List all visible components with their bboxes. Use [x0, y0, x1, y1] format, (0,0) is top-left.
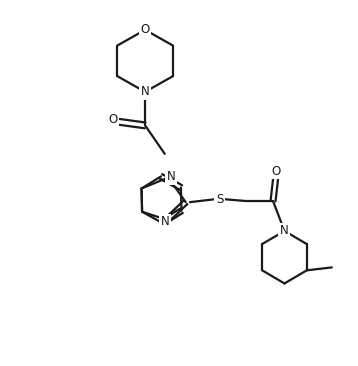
Text: N: N — [161, 215, 170, 228]
Text: S: S — [216, 193, 223, 206]
Text: N: N — [141, 85, 150, 98]
Text: N: N — [280, 224, 289, 238]
Text: O: O — [140, 23, 150, 36]
Text: O: O — [271, 165, 281, 178]
Text: N: N — [167, 170, 175, 183]
Text: O: O — [108, 113, 117, 126]
